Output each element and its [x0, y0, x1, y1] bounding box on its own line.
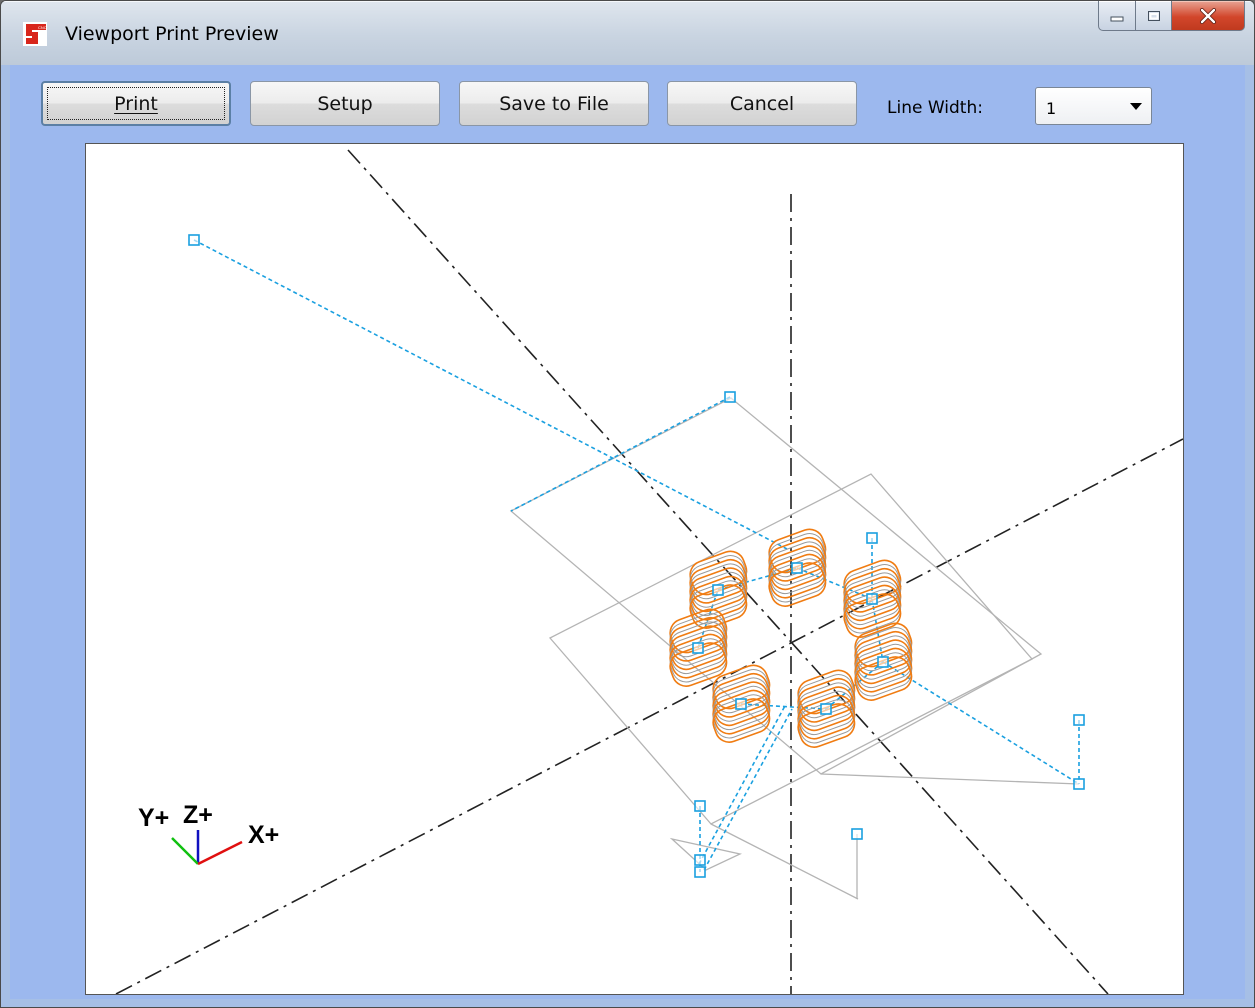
- point-marker: [1073, 778, 1085, 790]
- point-marker: [1073, 714, 1085, 726]
- small-plate: [669, 837, 743, 871]
- point-marker: [851, 828, 863, 840]
- point-marker: [724, 391, 736, 403]
- pocket-toolpath: [854, 622, 913, 701]
- point-marker: [735, 698, 747, 710]
- close-icon: [1200, 7, 1216, 24]
- rapid-line: [882, 661, 1080, 785]
- point-markers: [188, 234, 1085, 878]
- centerlines: [115, 149, 1183, 994]
- stock-outlines: [509, 397, 1080, 900]
- rapid-moves: [193, 239, 1080, 872]
- point-marker: [866, 593, 878, 605]
- point-marker: [877, 656, 889, 668]
- line-width-value: 1: [1046, 99, 1057, 118]
- maximize-icon: [1147, 10, 1160, 21]
- chevron-down-icon: [1130, 103, 1142, 110]
- setup-button-label: Setup: [317, 92, 373, 115]
- dialog-client-area: Print Setup Save to File Cancel Line Wid…: [10, 65, 1245, 999]
- viewport-preview[interactable]: Y+ Z+ X+: [85, 143, 1184, 995]
- point-marker: [694, 866, 706, 878]
- pocket-toolpath: [689, 550, 748, 629]
- axis-triad: Y+ Z+ X+: [138, 801, 279, 866]
- rapid-line: [703, 708, 793, 871]
- svg-text:CNC: CNC: [38, 25, 47, 30]
- save-to-file-button-label: Save to File: [499, 92, 609, 115]
- point-marker: [866, 532, 878, 544]
- minimize-icon: [1110, 16, 1124, 21]
- pocket-toolpath: [712, 664, 771, 743]
- maximize-button[interactable]: [1136, 1, 1172, 31]
- axis-label-z: Z+: [183, 801, 213, 829]
- point-marker: [694, 800, 706, 812]
- point-marker: [791, 562, 803, 574]
- close-button[interactable]: [1172, 1, 1245, 31]
- cancel-button[interactable]: Cancel: [667, 81, 857, 126]
- point-marker: [692, 642, 704, 654]
- save-to-file-button[interactable]: Save to File: [459, 81, 649, 126]
- print-button-label: Print: [114, 92, 158, 115]
- axis-label-x: X+: [248, 821, 279, 849]
- axis-x-line: [197, 840, 243, 866]
- print-button[interactable]: Print: [41, 81, 231, 126]
- point-marker: [188, 234, 200, 246]
- title-bar[interactable]: CNC Viewport Print Preview: [1, 1, 1254, 65]
- rapid-line: [698, 703, 787, 865]
- pocket-toolpath: [768, 528, 827, 607]
- line-width-label: Line Width:: [887, 98, 983, 118]
- point-marker: [694, 854, 706, 866]
- setup-button[interactable]: Setup: [250, 81, 440, 126]
- cnc-app-icon: CNC: [23, 22, 47, 46]
- rapid-line: [193, 239, 788, 550]
- focus-rectangle: [47, 87, 225, 120]
- centerline-diagonal-2: [115, 438, 1183, 994]
- minimize-button[interactable]: [1098, 1, 1136, 31]
- pocket-toolpath: [843, 559, 902, 638]
- stock-edge-bottom: [710, 823, 859, 900]
- pocket-toolpath: [797, 669, 856, 748]
- point-marker: [820, 703, 832, 715]
- stock-bottom-face: [548, 473, 1034, 825]
- viewport-canvas: Y+ Z+ X+: [115, 149, 1183, 994]
- point-marker: [712, 584, 724, 596]
- caption-buttons: [1098, 1, 1245, 31]
- axis-label-y: Y+: [138, 804, 169, 832]
- rapid-line: [871, 598, 884, 663]
- stock-edge-right: [820, 773, 1080, 785]
- cancel-button-label: Cancel: [729, 92, 795, 115]
- axis-y-line: [171, 837, 199, 865]
- rapid-line: [510, 396, 731, 512]
- window-title: Viewport Print Preview: [65, 23, 279, 45]
- line-width-select[interactable]: 1: [1035, 87, 1152, 125]
- toolpaths: [669, 528, 913, 748]
- centerline-diagonal-1: [347, 149, 1109, 994]
